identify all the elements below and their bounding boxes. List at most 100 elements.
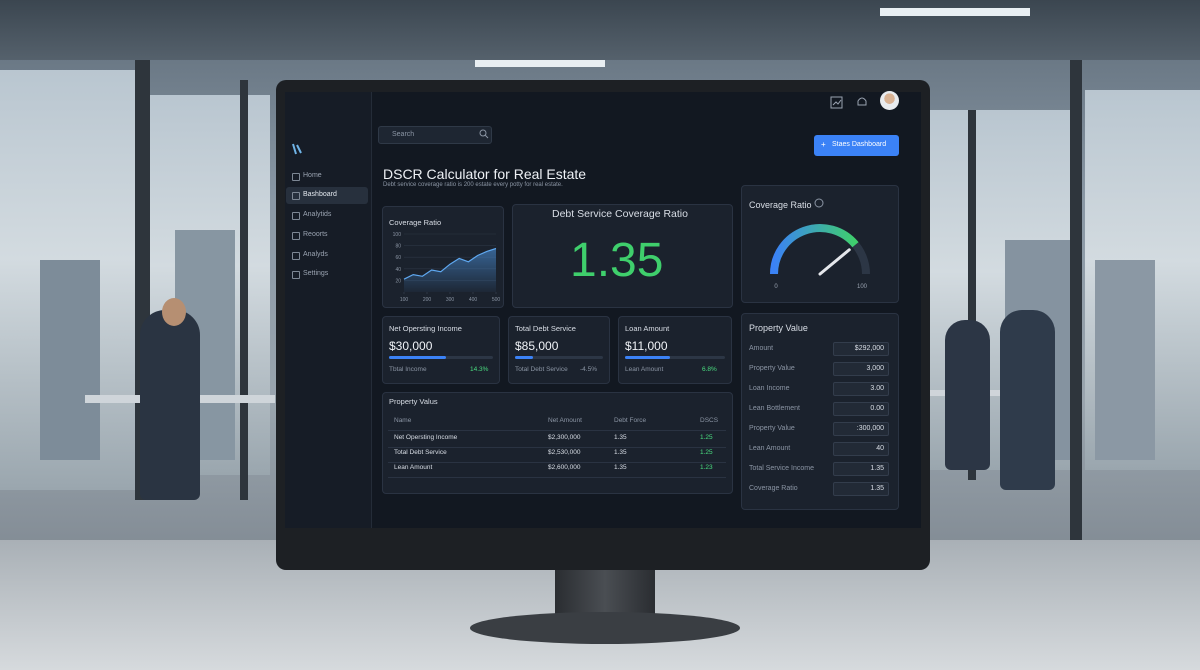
search-icon bbox=[479, 129, 489, 139]
y-tick-label: 100 bbox=[393, 232, 402, 238]
gauge: 0 100 bbox=[770, 224, 870, 290]
ceiling-light bbox=[475, 60, 605, 67]
nav-item[interactable]: Home bbox=[303, 172, 322, 179]
property-value[interactable]: 3,000 bbox=[833, 362, 889, 376]
nav-item[interactable]: Analyds bbox=[303, 251, 328, 258]
table-header: Debt Force bbox=[614, 417, 647, 424]
nav-item[interactable]: Settings bbox=[303, 270, 329, 277]
progress-fill bbox=[389, 356, 447, 359]
window-frame bbox=[240, 80, 248, 500]
gauge-fill bbox=[770, 224, 859, 275]
row-line bbox=[388, 462, 726, 463]
property-label: Lean Bottlement bbox=[749, 405, 800, 412]
line bbox=[403, 247, 497, 280]
metric-card bbox=[618, 316, 732, 384]
bell-icon[interactable] bbox=[855, 95, 869, 109]
nav-icon bbox=[292, 252, 300, 260]
gauge-needle bbox=[818, 248, 851, 276]
metric-card bbox=[382, 316, 500, 384]
avatar[interactable] bbox=[880, 91, 899, 110]
x-tick-label: 100 bbox=[400, 297, 409, 303]
person bbox=[945, 320, 990, 470]
dscr-value: 1.35 bbox=[570, 234, 664, 287]
nav-item[interactable]: Bashboard bbox=[303, 191, 337, 198]
property-label: Total Service Income bbox=[749, 465, 814, 472]
nav-icon bbox=[292, 271, 300, 279]
x-tick-label: 200 bbox=[423, 297, 432, 303]
property-label: Lean Amount bbox=[749, 445, 791, 452]
table-title: Property Valus bbox=[389, 397, 438, 406]
table-cell: $2,530,000 bbox=[548, 449, 581, 456]
window-frame bbox=[1070, 0, 1082, 590]
property-label: Property Value bbox=[749, 425, 795, 432]
nav-icon bbox=[292, 173, 300, 181]
person bbox=[140, 310, 200, 500]
monitor-base bbox=[470, 612, 740, 644]
nav-icon bbox=[292, 232, 300, 240]
y-tick-label: 20 bbox=[395, 278, 401, 284]
table-cell: $2,300,000 bbox=[548, 434, 581, 441]
nav-icon bbox=[292, 192, 300, 200]
gauge-max: 100 bbox=[857, 284, 868, 290]
metric-change: -4.5% bbox=[580, 366, 597, 373]
table-cell: 1.35 bbox=[614, 464, 627, 471]
y-tick-label: 80 bbox=[395, 244, 401, 250]
building bbox=[1095, 260, 1155, 460]
table-cell: Net Opersting Income bbox=[394, 434, 458, 441]
nav-item[interactable]: Reoorts bbox=[303, 231, 328, 238]
nav-active bbox=[286, 187, 368, 204]
button-plus: + bbox=[821, 140, 826, 149]
metric-value: $11,000 bbox=[625, 339, 668, 353]
nav-item[interactable]: Analytids bbox=[303, 211, 332, 218]
metric-sub: Tbtal Income bbox=[389, 366, 427, 373]
page-title: DSCR Calculator for Real Estate bbox=[383, 166, 587, 182]
search-box[interactable] bbox=[378, 126, 492, 144]
area bbox=[404, 248, 496, 292]
property-value[interactable]: 1.35 bbox=[833, 462, 889, 476]
logo bbox=[292, 143, 302, 155]
progress-track bbox=[515, 356, 603, 359]
button-label: Staes Dashboard bbox=[832, 141, 887, 148]
x-tick-label: 500 bbox=[492, 297, 501, 303]
table-header: Net Amount bbox=[548, 417, 582, 424]
chart-icon[interactable] bbox=[830, 96, 844, 110]
y-tick-label: 60 bbox=[395, 255, 401, 261]
dscr-card bbox=[512, 204, 733, 308]
property-value[interactable]: $292,000 bbox=[833, 342, 889, 356]
y-tick-label: 40 bbox=[395, 267, 401, 273]
x-tick-label: 300 bbox=[446, 297, 455, 303]
metric-card bbox=[508, 316, 610, 384]
building bbox=[40, 260, 100, 460]
metric-value: $30,000 bbox=[389, 339, 433, 353]
metric-title: Total Debt Service bbox=[515, 324, 576, 333]
property-label: Amount bbox=[749, 345, 774, 352]
ceiling-light bbox=[880, 8, 1030, 16]
property-label: Property Value bbox=[749, 365, 795, 372]
table-card bbox=[382, 392, 733, 494]
person bbox=[1000, 310, 1055, 490]
metric-sub: Total Debt Service bbox=[515, 366, 568, 373]
dscr-title: Debt Service Coverage Ratio bbox=[552, 208, 688, 220]
property-value[interactable]: 0.00 bbox=[833, 402, 889, 416]
table-cell: Total Debt Service bbox=[394, 449, 447, 456]
table-header: DSCS bbox=[700, 417, 719, 424]
stats-button[interactable] bbox=[814, 135, 899, 156]
info-icon bbox=[814, 198, 824, 208]
progress-track bbox=[625, 356, 725, 359]
sidebar bbox=[285, 92, 372, 528]
page-subtitle: Debt service coverage ratio is 200 estat… bbox=[383, 182, 563, 188]
window-frame bbox=[968, 110, 976, 480]
metric-title: Net Opersting Income bbox=[389, 324, 462, 333]
table-header: Name bbox=[394, 417, 412, 424]
property-value[interactable]: 40 bbox=[833, 442, 889, 456]
nav-icon bbox=[292, 212, 300, 220]
search-placeholder: Search bbox=[392, 131, 415, 138]
property-value[interactable]: 3.00 bbox=[833, 382, 889, 396]
property-title: Property Value bbox=[749, 323, 808, 333]
property-label: Loan Income bbox=[749, 385, 790, 392]
property-value[interactable]: :300,000 bbox=[833, 422, 889, 436]
x-tick-label: 400 bbox=[469, 297, 478, 303]
property-value[interactable]: 1.35 bbox=[833, 482, 889, 496]
gauge-min: 0 bbox=[774, 284, 778, 290]
